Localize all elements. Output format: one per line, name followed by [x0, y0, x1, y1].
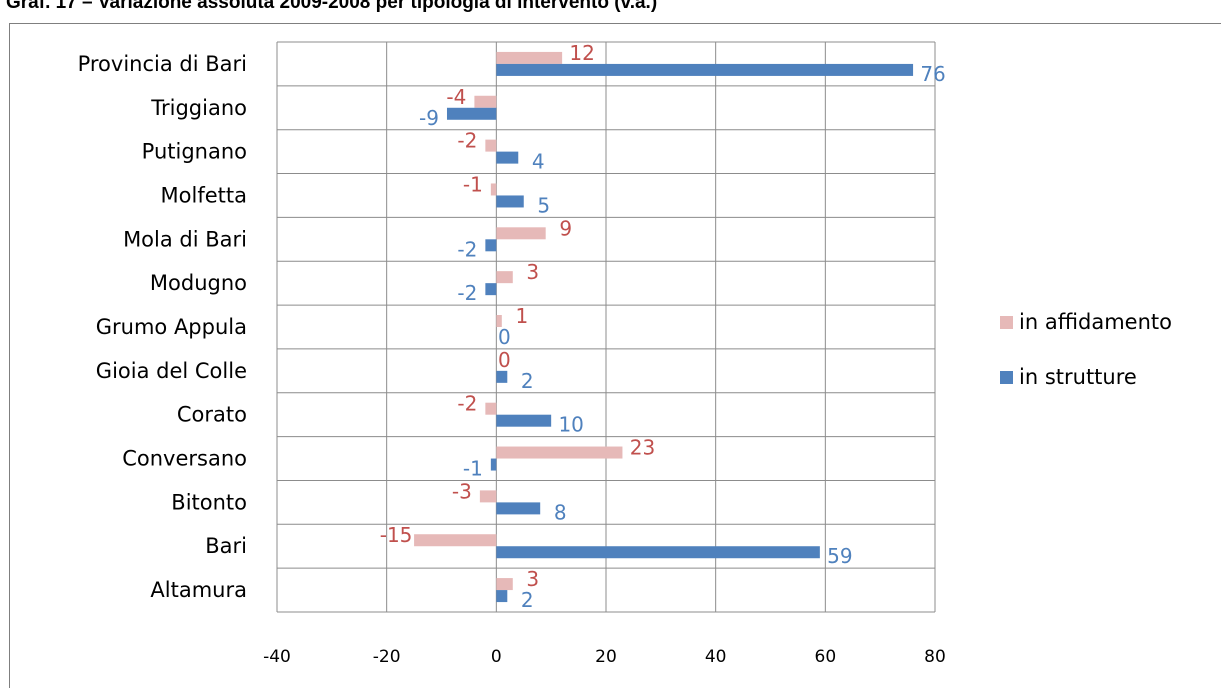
bar-in-strutture	[496, 63, 914, 76]
legend: in affidamento in strutture	[1000, 310, 1172, 389]
x-tick-label: 0	[491, 647, 502, 667]
data-label-in-strutture: 4	[532, 150, 545, 174]
bar-in-affidamento	[496, 446, 623, 459]
bars	[414, 51, 914, 603]
category-labels: Provincia di Bari Triggiano Putignano Molfe…	[78, 52, 247, 602]
bar-in-strutture	[496, 151, 519, 164]
bar-in-strutture	[496, 590, 508, 603]
bar-in-strutture	[496, 546, 820, 559]
category-label: Provincia di Bari	[78, 52, 247, 76]
category-label: Gioia del Colle	[96, 359, 247, 383]
category-label: Mola di Bari	[123, 227, 247, 251]
bar-in-strutture	[496, 502, 541, 515]
data-label-in-strutture: 2	[521, 369, 534, 393]
bar-in-strutture	[496, 195, 524, 208]
data-label-in-affidamento: -2	[457, 129, 477, 153]
bar-in-affidamento	[414, 534, 497, 547]
bar-in-affidamento	[496, 271, 513, 284]
category-label: Bitonto	[171, 490, 247, 514]
data-label-in-affidamento: -4	[446, 85, 466, 109]
bar-in-strutture	[485, 239, 497, 252]
legend-label-in-strutture: in strutture	[1019, 365, 1137, 389]
data-label-in-strutture: -2	[457, 237, 477, 261]
category-label: Triggiano	[150, 96, 247, 120]
data-labels: 1276-4-9-24-159-23-21002-21023-1-38-1559…	[380, 41, 946, 612]
bar-in-strutture	[490, 458, 497, 471]
data-label-in-strutture: 0	[498, 325, 511, 349]
data-label-in-affidamento: -3	[452, 479, 472, 503]
data-label-in-strutture: 2	[521, 588, 534, 612]
category-label: Putignano	[142, 140, 247, 164]
category-label: Corato	[177, 403, 247, 427]
bar-in-strutture	[496, 414, 552, 427]
data-label-in-affidamento: -2	[457, 392, 477, 416]
x-tick-label: 80	[924, 647, 946, 667]
x-tick-label: 60	[815, 647, 837, 667]
bar-in-affidamento	[496, 51, 563, 64]
bar-in-strutture	[496, 370, 508, 383]
bar-in-affidamento	[496, 227, 546, 240]
x-tick-labels: -40 -20 0 20 40 60 80	[263, 647, 946, 667]
data-label-in-affidamento: 0	[498, 348, 511, 372]
category-label: Molfetta	[161, 183, 247, 207]
bar-in-affidamento	[479, 490, 497, 503]
category-label: Altamura	[150, 578, 247, 602]
data-label-in-strutture: 5	[537, 193, 550, 217]
bar-in-strutture	[446, 107, 497, 120]
data-label-in-strutture: 76	[920, 62, 945, 86]
category-label: Modugno	[150, 271, 247, 295]
data-label-in-strutture: -1	[463, 457, 483, 481]
data-label-in-strutture: 10	[558, 413, 583, 437]
bar-in-affidamento	[490, 183, 497, 196]
bar-in-strutture	[485, 283, 497, 296]
grid-lines	[276, 41, 936, 613]
chart-frame	[9, 23, 1221, 688]
x-tick-label: -20	[373, 647, 401, 667]
bar-in-affidamento	[485, 402, 497, 415]
x-tick-label: 40	[705, 647, 727, 667]
data-label-in-affidamento: 3	[526, 260, 539, 284]
bar-in-affidamento	[496, 578, 513, 591]
data-label-in-affidamento: 1	[515, 304, 528, 328]
data-label-in-strutture: 8	[554, 500, 567, 524]
data-label-in-affidamento: 9	[559, 216, 572, 240]
data-label-in-affidamento: 23	[630, 436, 655, 460]
bar-in-affidamento	[474, 95, 497, 108]
category-label: Bari	[205, 534, 247, 558]
category-label: Conversano	[122, 447, 247, 471]
bar-in-affidamento	[496, 315, 502, 327]
chart-title: Graf. 17 – Variazione assoluta 2009-2008…	[6, 0, 658, 13]
x-tick-label: 20	[595, 647, 617, 667]
data-label-in-affidamento: -1	[463, 172, 483, 196]
bar-in-affidamento	[485, 139, 497, 152]
category-label: Grumo Appula	[96, 315, 247, 339]
legend-swatch-in-strutture	[1000, 371, 1013, 384]
legend-label-in-affidamento: in affidamento	[1019, 310, 1172, 334]
data-label-in-strutture: -2	[457, 281, 477, 305]
data-label-in-affidamento: 3	[526, 567, 539, 591]
data-label-in-affidamento: 12	[569, 41, 594, 65]
data-label-in-strutture: 59	[827, 544, 852, 568]
legend-swatch-in-affidamento	[1000, 316, 1013, 329]
x-tick-label: -40	[263, 647, 291, 667]
data-label-in-strutture: -9	[419, 106, 439, 130]
data-label-in-affidamento: -15	[380, 523, 413, 547]
